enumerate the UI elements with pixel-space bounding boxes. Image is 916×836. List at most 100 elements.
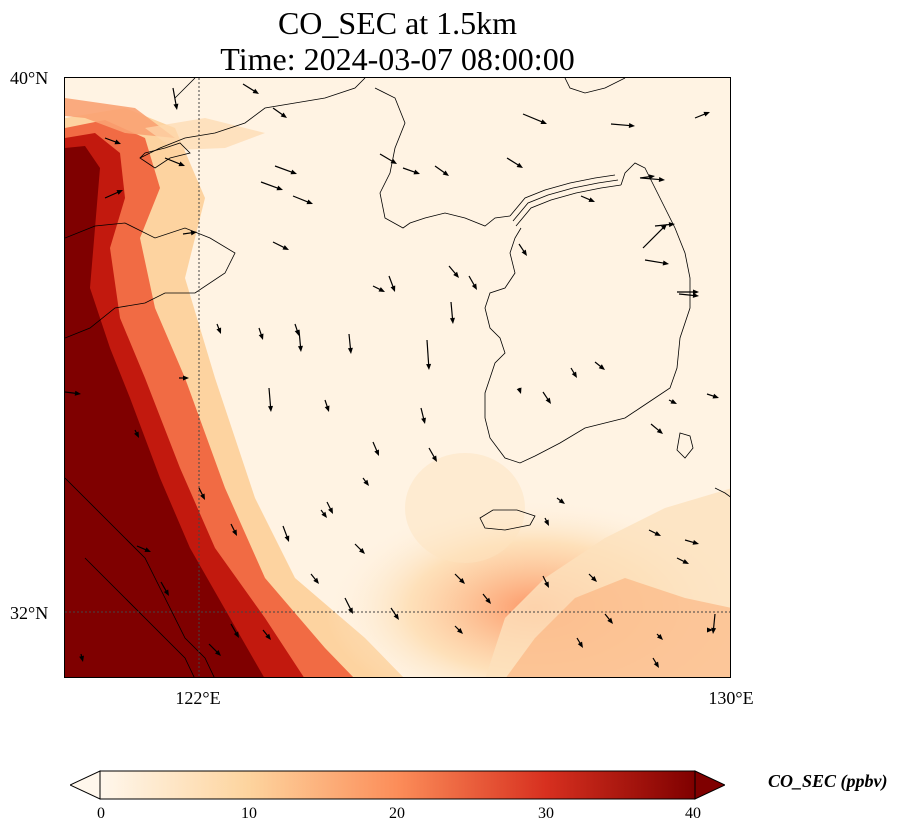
wind-arrow-head [134, 431, 139, 438]
wind-arrow-head [324, 405, 330, 412]
wind-arrow [65, 391, 78, 395]
wind-arrow [640, 177, 662, 181]
wind-arrow-head [306, 199, 313, 205]
colorbar-tick: 20 [389, 805, 405, 822]
wind-arrow-head [233, 631, 239, 638]
wind-arrow-head [545, 397, 551, 404]
colorbar [70, 770, 725, 800]
wind-arrow-head [516, 162, 523, 168]
wind-arrow-head [276, 185, 283, 191]
wind-arrow-head [544, 581, 549, 588]
wind-arrow [208, 643, 219, 654]
wind-arrow [644, 259, 666, 264]
wind-arrow-head [712, 393, 719, 399]
wind-arrow-head [347, 347, 353, 354]
wind-arrow [450, 301, 454, 321]
wind-arrow-head [692, 292, 699, 298]
wind-arrow-head [703, 111, 710, 117]
wind-arrow-head [290, 169, 297, 175]
wind-arrow-head [471, 283, 477, 290]
wind-arrow [642, 226, 665, 249]
wind-arrow-head [656, 633, 663, 640]
wind-arrow-head [628, 123, 635, 128]
wind-arrow [230, 623, 238, 635]
wind-arrow-head [284, 535, 290, 542]
lon-label-122e: 122°E [175, 688, 221, 708]
wind-arrow [712, 613, 716, 631]
wind-arrow [388, 275, 395, 289]
wind-arrow-head [590, 575, 597, 582]
map-title-line2: Time: 2024-03-07 08:00:00 [220, 41, 575, 77]
wind-arrow-head [711, 627, 717, 634]
wind-arrow-head [393, 613, 399, 620]
wind-arrow-head [282, 245, 289, 250]
concentration-field [65, 78, 730, 677]
wind-arrow [379, 153, 394, 163]
wind-arrow [104, 137, 118, 144]
wind-arrow-head [540, 119, 547, 124]
wind-arrow-head [571, 371, 577, 378]
wind-arrow [282, 525, 289, 539]
wind-arrow-head [607, 617, 613, 624]
wind-arrow [468, 275, 476, 287]
wind-arrow [272, 241, 286, 249]
wind-arrow-head [214, 649, 221, 656]
wind-arrow-head [442, 170, 449, 176]
wind-arrow-head [413, 169, 420, 175]
colorbar-gradient [99, 770, 696, 800]
wind-arrow-head [668, 222, 675, 228]
wind-arrow-head [173, 103, 179, 110]
wind-arrow [172, 87, 177, 107]
wind-arrow-head [280, 112, 287, 118]
wind-arrow-head [313, 577, 319, 584]
wind-arrow-head [265, 633, 271, 640]
wind-arrow [242, 83, 256, 93]
wind-arrow-head [660, 224, 667, 231]
wind-arrow [694, 112, 707, 119]
wind-arrow-head [190, 230, 197, 236]
wind-arrow-head [662, 260, 669, 266]
wind-arrow-head [328, 507, 333, 514]
gridlines [65, 78, 730, 677]
wind-arrow-head [653, 661, 659, 668]
wind-arrow-head [297, 345, 303, 352]
wind-arrow-head [163, 589, 169, 596]
wind-arrow-head [692, 539, 699, 545]
wind-arrow-head [577, 641, 583, 648]
wind-arrow-head [485, 597, 491, 604]
colorbar-tick: 10 [241, 805, 257, 822]
wind-arrow [298, 329, 302, 349]
wind-arrow-head [200, 493, 205, 500]
wind-arrow-head [449, 317, 455, 324]
wind-arrow-head [693, 289, 699, 295]
wind-arrow-head [544, 519, 549, 526]
lat-label-32n: 32°N [10, 603, 49, 623]
wind-arrow [104, 191, 120, 199]
wind-arrow [420, 407, 425, 421]
wind-vector-field [65, 83, 719, 668]
wind-arrow-head [588, 197, 595, 202]
wind-arrow [268, 387, 272, 409]
wind-arrow [272, 107, 285, 117]
wind-arrow-head [74, 390, 81, 396]
wind-arrow-head [321, 511, 327, 518]
wind-arrow-head [682, 559, 689, 564]
wind-arrow-head [363, 479, 369, 486]
wind-arrow-head [294, 329, 300, 336]
wind-arrow [506, 157, 520, 167]
wind-arrow-head [252, 88, 259, 94]
wind-arrow-head [348, 607, 353, 614]
wind-arrow-head [458, 577, 465, 584]
wind-arrow-head [707, 627, 713, 633]
colorbar-tick: 0 [97, 805, 105, 822]
wind-arrow-head [654, 531, 661, 536]
wind-arrow [160, 581, 168, 593]
wind-arrow-head [558, 498, 565, 504]
wind-arrow-head [144, 547, 151, 552]
colorbar-max-extend [694, 770, 725, 800]
wind-arrow [260, 181, 280, 190]
wind-arrow [654, 223, 672, 227]
wind-arrow [348, 333, 352, 351]
colorbar-min-extend [70, 770, 101, 800]
wind-arrow-head [656, 428, 663, 434]
